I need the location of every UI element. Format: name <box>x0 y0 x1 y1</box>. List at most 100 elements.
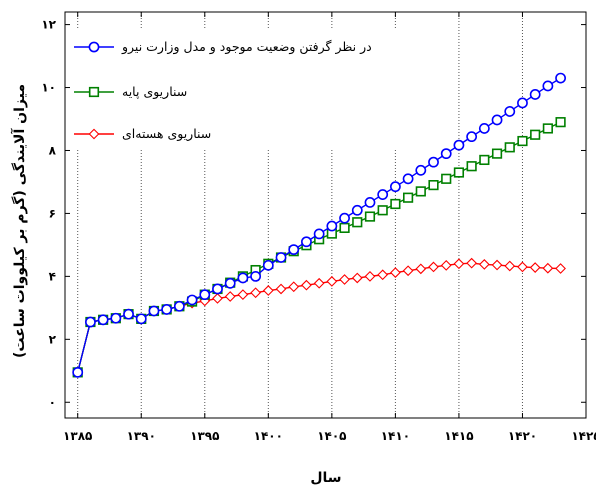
circle-marker <box>542 80 554 92</box>
diamond-marker <box>504 260 516 272</box>
circle-marker <box>224 277 236 289</box>
diamond-marker <box>288 281 300 293</box>
circle-marker <box>313 228 325 240</box>
diamond-marker <box>88 128 100 140</box>
diamond-marker <box>275 283 287 295</box>
diamond-marker <box>529 262 541 273</box>
circle-marker <box>339 212 350 224</box>
circle-marker <box>85 316 96 328</box>
circle-marker <box>491 114 503 126</box>
circle-marker <box>72 366 84 378</box>
legend-label: سناریوی پایه <box>122 84 187 100</box>
circle-marker <box>123 308 134 320</box>
circle-marker <box>161 304 173 315</box>
diamond-marker <box>390 267 401 278</box>
square-marker <box>453 167 465 178</box>
circle-marker <box>135 313 147 325</box>
circle-marker <box>555 72 566 84</box>
x-tick-label: ۱۴۲۵ <box>571 429 596 443</box>
circle-marker <box>428 156 439 168</box>
legend-item: سناریوی هسته‌ای <box>74 126 211 142</box>
diamond-marker <box>415 263 427 275</box>
square-marker <box>542 123 553 134</box>
x-tick-label: ۱۴۰۵ <box>317 429 346 443</box>
x-tick-label: ۱۴۱۵ <box>444 429 473 443</box>
circle-marker <box>88 41 100 53</box>
diamond-marker <box>517 261 528 273</box>
circle-marker <box>326 220 338 232</box>
diamond-marker <box>262 285 274 296</box>
x-tick-label: ۱۴۰۰ <box>254 429 283 443</box>
diamond-marker <box>339 274 350 285</box>
circle-marker <box>440 148 452 160</box>
legend-item: در نظر گرفتن وضعیت موجود و مدل وزارت نیر… <box>74 39 372 55</box>
circle-marker <box>402 173 414 185</box>
square-marker <box>415 186 426 197</box>
y-tick-label: ۲ <box>49 332 57 346</box>
circle-marker <box>478 123 490 134</box>
legend-background <box>70 30 415 150</box>
circle-marker <box>301 236 312 248</box>
circle-marker <box>186 294 198 306</box>
diamond-marker <box>326 276 338 287</box>
circle-marker <box>275 252 287 263</box>
square-marker <box>441 173 452 184</box>
diamond-marker <box>212 293 223 304</box>
diamond-marker <box>491 259 503 271</box>
circle-marker <box>288 244 300 256</box>
circle-marker <box>364 197 376 208</box>
x-tick-label: ۱۳۹۵ <box>190 429 219 443</box>
circle-marker <box>237 272 249 284</box>
axis-ticks: ۱۳۸۵ ۱۳۹۰ ۱۳۹۵ ۱۴۰۰ ۱۴۰۵ ۱۴۱۰ ۱۴۱۵ ۱۴۲۰ ۱۴۲۵ ۰ ۲ ۴ ۶… <box>41 12 596 443</box>
square-marker <box>339 222 350 234</box>
diamond-marker <box>402 265 414 277</box>
x-tick-label: ۱۴۲۰ <box>508 429 537 443</box>
legend-item: سناریوی پایه <box>74 84 187 100</box>
legend-label: در نظر گرفتن وضعیت موجود و مدل وزارت نیر… <box>121 39 372 55</box>
circle-marker <box>148 305 160 317</box>
diamond-marker <box>478 259 490 270</box>
square-marker <box>364 211 376 222</box>
diamond-marker <box>542 262 554 274</box>
square-marker <box>555 117 566 128</box>
diamond-marker <box>466 257 478 269</box>
square-marker <box>88 86 100 98</box>
diamond-marker <box>364 270 376 282</box>
circle-marker <box>453 139 465 151</box>
diamond-marker <box>301 279 312 291</box>
circle-marker <box>504 106 516 117</box>
circle-marker <box>173 300 185 312</box>
square-marker <box>390 198 401 210</box>
square-marker <box>504 142 515 153</box>
y-tick-label: ۸ <box>49 143 57 157</box>
circle-marker <box>212 283 223 295</box>
diamond-marker <box>555 263 566 274</box>
square-marker <box>530 129 541 140</box>
circle-marker <box>199 289 211 301</box>
diamond-marker <box>351 272 363 284</box>
plot-frame <box>64 11 587 419</box>
circle-marker <box>351 204 363 216</box>
series-square <box>72 117 566 378</box>
series-circle <box>72 72 566 378</box>
square-marker <box>377 205 388 216</box>
diamond-marker <box>237 289 249 301</box>
y-tick-label: ۱۲ <box>41 18 56 32</box>
diamond-marker <box>377 269 389 281</box>
y-tick-label: ۴ <box>49 269 56 283</box>
circle-marker <box>529 89 541 100</box>
x-tick-label: ۱۳۹۰ <box>127 429 156 443</box>
circle-marker <box>262 259 274 271</box>
x-tick-label: ۱۴۱۰ <box>381 429 410 443</box>
circle-marker <box>97 314 109 326</box>
circle-marker <box>517 97 528 109</box>
diamond-marker <box>313 277 325 289</box>
square-marker <box>402 192 414 203</box>
diamond-marker <box>440 259 452 271</box>
y-tick-label: ۱۰ <box>41 81 56 95</box>
circle-marker <box>389 181 401 193</box>
circle-marker <box>377 189 389 200</box>
series-layer <box>72 72 566 378</box>
circle-marker <box>250 270 262 282</box>
